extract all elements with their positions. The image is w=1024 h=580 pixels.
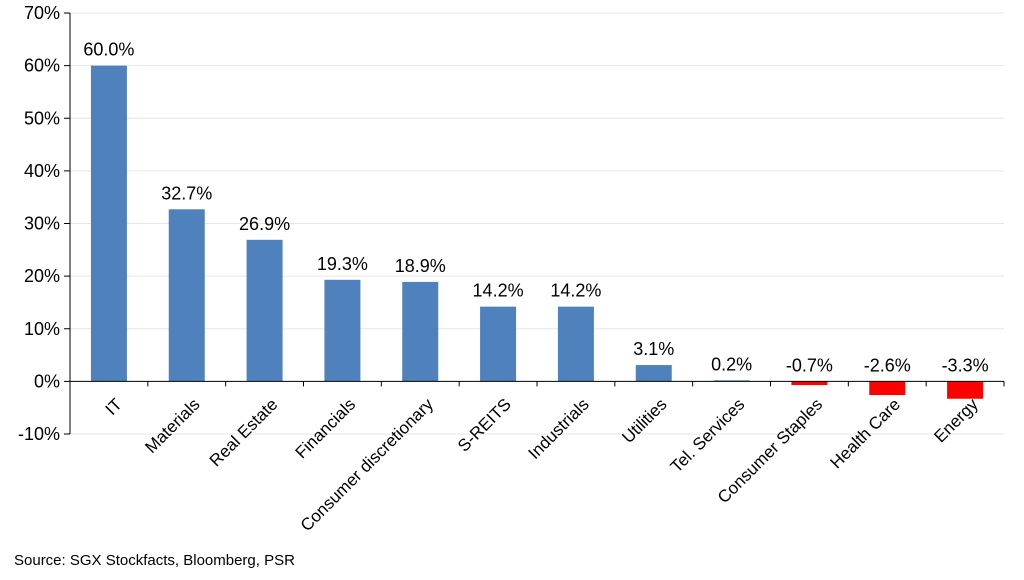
x-category-label: Financials	[292, 395, 360, 463]
data-label: 60.0%	[83, 40, 134, 60]
bar	[480, 306, 517, 382]
x-category-label: Tel. Services	[667, 395, 749, 477]
data-label: 14.2%	[473, 281, 524, 301]
bar	[869, 381, 906, 396]
x-category-label: S-REITS	[454, 395, 515, 456]
data-label: 32.7%	[161, 183, 212, 203]
data-label: 19.3%	[317, 254, 368, 274]
x-category-label: Utilities	[618, 395, 670, 447]
data-labels: 60.0% 32.7% 26.9% 19.3% 18.9% 14.2% 14.2% 3.1% 0…	[83, 40, 988, 376]
bar	[947, 381, 984, 399]
data-label: -0.7%	[786, 355, 833, 375]
data-label: 26.9%	[239, 214, 290, 234]
y-tick-label: 40%	[24, 161, 60, 181]
bar	[246, 239, 283, 382]
x-category-label: Real Estate	[206, 395, 282, 471]
source-note: Source: SGX Stockfacts, Bloomberg, PSR	[14, 552, 295, 569]
gridlines	[70, 12, 1004, 435]
bar	[90, 65, 127, 382]
y-tick-label: -10%	[18, 424, 60, 444]
bar	[791, 381, 828, 386]
bar	[635, 365, 672, 382]
bar	[168, 209, 205, 382]
y-axis: -10% 0% 10% 20% 30% 40% 50% 60% 70%	[18, 3, 71, 444]
y-tick-label: 10%	[24, 319, 60, 339]
bars	[90, 65, 984, 399]
x-category-label: Materials	[141, 395, 203, 457]
data-label: 0.2%	[711, 354, 752, 374]
y-tick-label: 50%	[24, 108, 60, 128]
data-label: 3.1%	[633, 339, 674, 359]
bar	[324, 279, 361, 382]
data-label: 18.9%	[395, 256, 446, 276]
x-category-label: IT	[102, 395, 126, 419]
x-category-label: Energy	[930, 394, 982, 446]
data-label: 14.2%	[550, 281, 601, 301]
bar	[557, 306, 594, 382]
y-tick-label: 70%	[24, 3, 60, 23]
x-category-label: Consumer discretionary	[297, 394, 438, 535]
y-tick-label: 20%	[24, 266, 60, 286]
x-category-label: Industrials	[525, 395, 593, 463]
bar	[713, 380, 750, 382]
bar	[402, 281, 439, 382]
data-label: -3.3%	[942, 355, 989, 375]
data-label: -2.6%	[864, 355, 911, 375]
x-axis-labels: IT Materials Real Estate FinancialsConsumer…	[70, 380, 1005, 535]
y-tick-label: 60%	[24, 56, 60, 76]
y-tick-label: 0%	[34, 371, 60, 391]
y-tick-label: 30%	[24, 214, 60, 234]
